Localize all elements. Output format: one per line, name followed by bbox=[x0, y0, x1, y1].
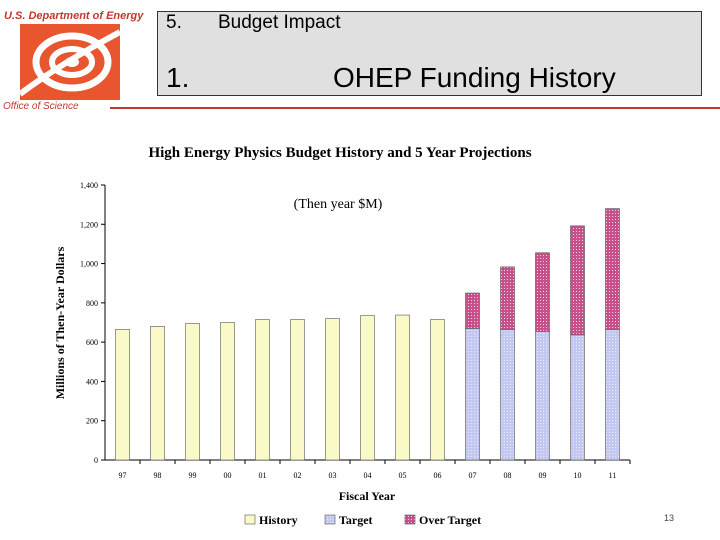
legend-label: Target bbox=[339, 513, 373, 527]
bar-target bbox=[465, 328, 480, 461]
bar-target bbox=[535, 331, 550, 461]
x-tick-label: 05 bbox=[399, 471, 407, 480]
chart-title: High Energy Physics Budget History and 5… bbox=[148, 145, 531, 161]
bar-over-target bbox=[500, 266, 515, 330]
title-line2-label: OHEP Funding History bbox=[333, 62, 616, 93]
slide-title-box: 5. Budget Impact 1. OHEP Funding History bbox=[157, 11, 702, 96]
chart-subtitle: (Then year $M) bbox=[294, 197, 383, 212]
office-name: Office of Science bbox=[3, 101, 81, 112]
bar-history bbox=[290, 319, 305, 461]
bar-history bbox=[430, 319, 445, 461]
y-tick-label: 1,000 bbox=[80, 260, 98, 269]
doe-science-logo-icon bbox=[20, 24, 120, 100]
y-tick-label: 0 bbox=[94, 456, 98, 465]
bar-history bbox=[150, 326, 165, 461]
y-axis-label: Millions of Then-Year Dollars bbox=[53, 246, 67, 399]
bar-history bbox=[325, 318, 340, 461]
x-tick-label: 10 bbox=[574, 471, 582, 480]
header-divider bbox=[110, 107, 720, 109]
bar-target bbox=[570, 334, 585, 461]
y-tick-label: 1,200 bbox=[80, 220, 98, 229]
x-tick-label: 00 bbox=[224, 471, 232, 480]
bar-history bbox=[395, 314, 410, 461]
x-axis-label: Fiscal Year bbox=[339, 489, 396, 503]
y-tick-label: 400 bbox=[86, 377, 98, 386]
y-tick-label: 600 bbox=[86, 338, 98, 347]
bar-over-target bbox=[570, 225, 585, 336]
bar-history bbox=[255, 319, 270, 461]
bar-history bbox=[115, 329, 130, 461]
org-name: U.S. Department of Energy bbox=[4, 10, 144, 22]
x-tick-label: 97 bbox=[119, 471, 127, 480]
bar-over-target bbox=[605, 208, 620, 330]
legend-swatch bbox=[404, 514, 416, 525]
legend-swatch bbox=[244, 514, 256, 525]
page-number: 13 bbox=[664, 513, 675, 523]
x-tick-label: 01 bbox=[259, 471, 267, 480]
bar-target bbox=[500, 329, 515, 461]
x-tick-label: 09 bbox=[539, 471, 547, 480]
bar-history bbox=[185, 323, 200, 461]
y-tick-label: 200 bbox=[86, 417, 98, 426]
x-tick-label: 11 bbox=[609, 471, 617, 480]
bar-history bbox=[360, 315, 375, 461]
x-tick-label: 04 bbox=[364, 471, 372, 480]
bar-history bbox=[220, 322, 235, 461]
bar-target bbox=[605, 329, 620, 461]
x-tick-label: 99 bbox=[189, 471, 197, 480]
x-tick-label: 07 bbox=[469, 471, 477, 480]
bar-over-target bbox=[465, 292, 480, 329]
title-line2-number: 1. bbox=[166, 62, 190, 93]
x-tick-label: 02 bbox=[294, 471, 302, 480]
bar-over-target bbox=[535, 252, 550, 332]
y-tick-label: 1,400 bbox=[80, 181, 98, 190]
title-line1-label: Budget Impact bbox=[218, 12, 341, 33]
x-tick-label: 03 bbox=[329, 471, 337, 480]
x-tick-label: 06 bbox=[434, 471, 442, 480]
x-tick-label: 98 bbox=[154, 471, 162, 480]
y-tick-label: 800 bbox=[86, 299, 98, 308]
legend-label: History bbox=[259, 513, 298, 527]
legend-swatch bbox=[324, 514, 336, 525]
legend-label: Over Target bbox=[419, 513, 481, 527]
title-line1-number: 5. bbox=[166, 12, 182, 33]
x-tick-label: 08 bbox=[504, 471, 512, 480]
